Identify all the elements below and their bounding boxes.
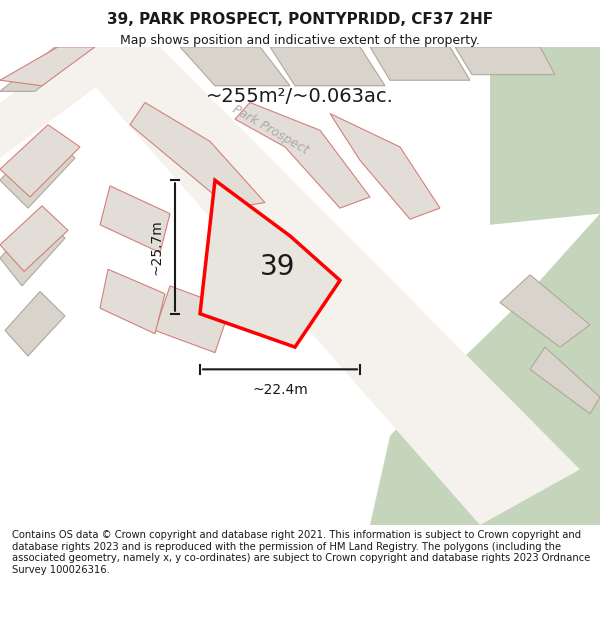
Polygon shape (180, 47, 290, 86)
Polygon shape (490, 47, 600, 225)
Polygon shape (100, 269, 165, 334)
Polygon shape (370, 47, 470, 80)
Text: 39: 39 (260, 253, 296, 281)
Polygon shape (330, 114, 440, 219)
Polygon shape (270, 47, 385, 86)
Text: ~25.7m: ~25.7m (149, 219, 163, 275)
Polygon shape (0, 47, 90, 91)
Polygon shape (155, 286, 230, 352)
Text: Park Prospect: Park Prospect (230, 103, 310, 158)
Text: 39, PARK PROSPECT, PONTYPRIDD, CF37 2HF: 39, PARK PROSPECT, PONTYPRIDD, CF37 2HF (107, 12, 493, 27)
Polygon shape (0, 47, 95, 86)
Text: Map shows position and indicative extent of the property.: Map shows position and indicative extent… (120, 34, 480, 47)
Polygon shape (0, 47, 150, 158)
Polygon shape (235, 102, 370, 208)
Polygon shape (130, 102, 265, 208)
Polygon shape (60, 47, 580, 525)
Text: Contains OS data © Crown copyright and database right 2021. This information is : Contains OS data © Crown copyright and d… (12, 530, 590, 575)
Polygon shape (370, 214, 600, 525)
Polygon shape (200, 180, 340, 347)
Text: ~255m²/~0.063ac.: ~255m²/~0.063ac. (206, 88, 394, 106)
Polygon shape (455, 47, 555, 74)
Polygon shape (530, 347, 600, 414)
Polygon shape (100, 186, 170, 253)
Polygon shape (0, 130, 75, 208)
Text: ~22.4m: ~22.4m (252, 382, 308, 397)
Polygon shape (0, 125, 80, 197)
Polygon shape (0, 214, 65, 286)
Polygon shape (5, 291, 65, 356)
Polygon shape (0, 206, 68, 271)
Polygon shape (500, 275, 590, 347)
